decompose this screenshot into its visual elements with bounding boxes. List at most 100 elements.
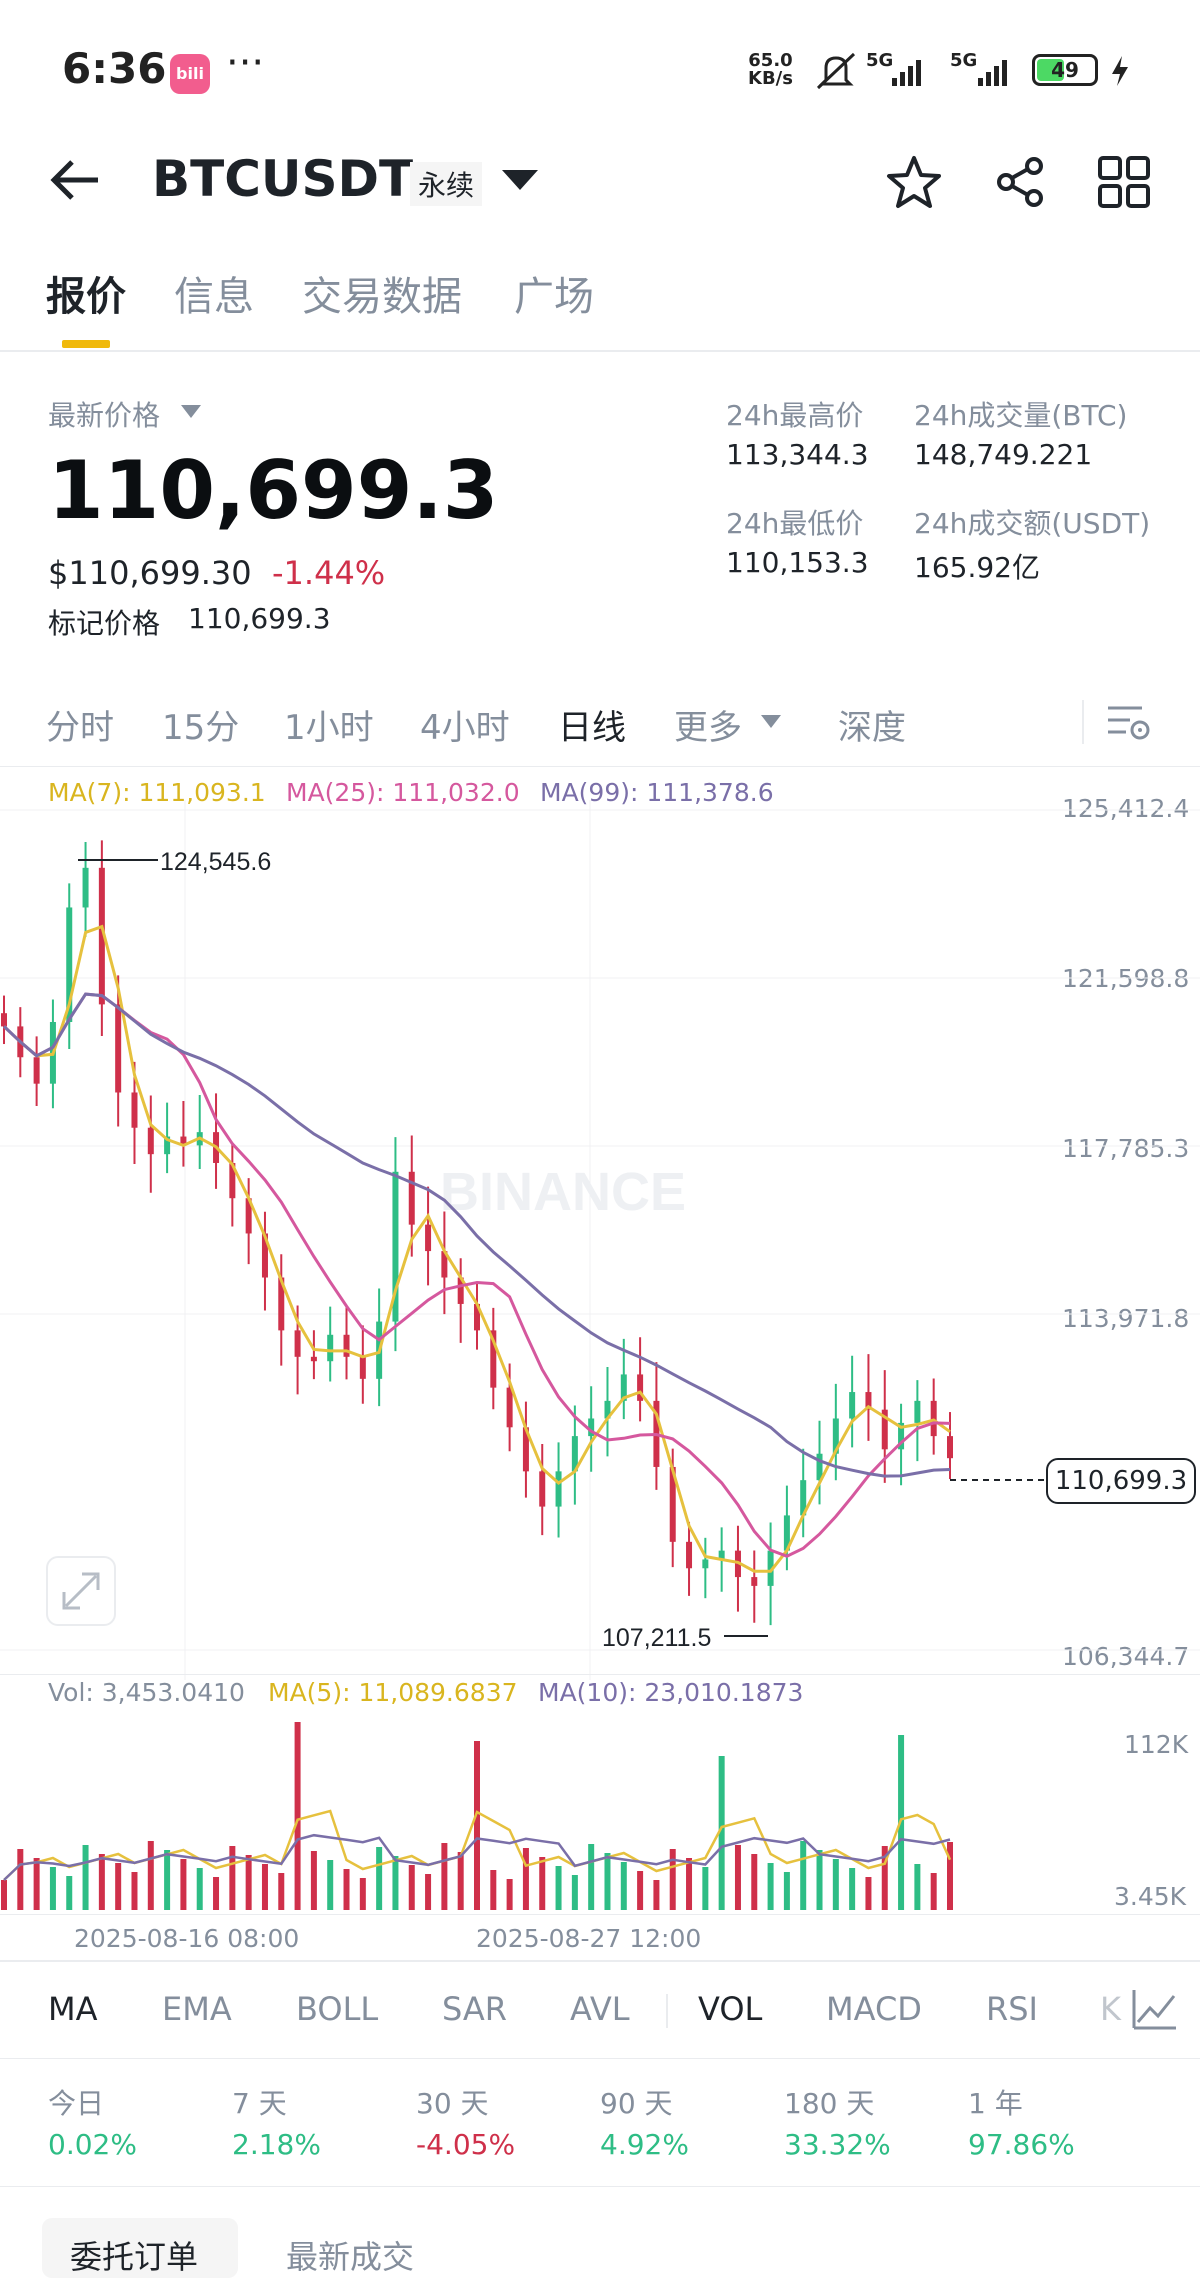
ma7-legend: MA(7): 111,093.1 xyxy=(48,778,266,807)
price-axis-label-1: 125,412.4 xyxy=(1062,794,1190,823)
candle-body xyxy=(783,1515,790,1551)
favorite-star-icon[interactable] xyxy=(886,154,942,210)
candle-body xyxy=(490,1330,497,1388)
tab-open-orders[interactable]: 委托订单 xyxy=(70,2238,199,2276)
battery-percent: 49 xyxy=(1051,58,1079,82)
interval-15m[interactable]: 15分 xyxy=(162,708,240,748)
perf-1y-label: 1 年 xyxy=(968,2087,1023,2120)
volume-bar xyxy=(816,1850,823,1910)
candle-body xyxy=(832,1418,839,1454)
indicator-macd[interactable]: MACD xyxy=(826,1990,922,2028)
volume-bar xyxy=(604,1853,611,1910)
volume-bar xyxy=(392,1856,399,1910)
share-icon[interactable] xyxy=(992,154,1048,210)
perf-90d-value: 4.92% xyxy=(600,2128,689,2161)
more-notifications-icon: ··· xyxy=(226,40,265,86)
candle-body xyxy=(881,1409,888,1450)
candle-body xyxy=(849,1392,856,1419)
network-speed: 65.0 KB/s xyxy=(748,52,793,88)
moving-average-lines xyxy=(2,924,951,1573)
date-label-2: 2025-08-27 12:00 xyxy=(476,1924,702,1953)
indicator-boll[interactable]: BOLL xyxy=(296,1990,379,2028)
volume-bar xyxy=(555,1866,562,1910)
perf-90d-label: 90 天 xyxy=(600,2087,673,2120)
volume-bar xyxy=(196,1868,203,1910)
symbol-dropdown-icon[interactable] xyxy=(500,168,540,192)
volume-bar xyxy=(506,1879,513,1910)
volume-bar xyxy=(327,1860,334,1910)
candle-body xyxy=(751,1577,758,1586)
volume-bar xyxy=(767,1863,774,1910)
candle-body xyxy=(767,1550,774,1586)
volume-bar xyxy=(490,1870,497,1910)
volume-bar xyxy=(147,1841,154,1910)
perf-180d-value: 33.32% xyxy=(784,2128,891,2161)
chart-grid xyxy=(0,800,1200,1680)
back-arrow-icon[interactable] xyxy=(48,150,108,210)
vol-ma10-line xyxy=(3,1833,951,1881)
volume-bar xyxy=(180,1859,187,1910)
price-axis-label-5: 106,344.7 xyxy=(1062,1642,1190,1671)
volume-bar xyxy=(718,1756,725,1910)
indicator-ema[interactable]: EMA xyxy=(162,1990,232,2028)
volume-bars xyxy=(1,1722,953,1910)
indicator-vol[interactable]: VOL xyxy=(698,1990,763,2028)
volume-bar xyxy=(539,1857,546,1910)
fullscreen-expand-button[interactable] xyxy=(46,1556,116,1626)
interval-1d[interactable]: 日线 xyxy=(558,708,626,748)
volume-legend: Vol: 3,453.0410 xyxy=(48,1678,245,1707)
interval-more[interactable]: 更多 xyxy=(674,708,742,748)
candlestick-chart[interactable]: BINANCE 124,545.6 107,211.5 xyxy=(0,800,1200,1680)
volume-bar xyxy=(376,1847,383,1910)
candle-body xyxy=(816,1453,823,1481)
interval-1h[interactable]: 1小时 xyxy=(284,708,374,748)
volume-axis-top: 112K xyxy=(1124,1730,1189,1759)
low-marker-label: 107,211.5 xyxy=(602,1624,711,1652)
indicator-kdj[interactable]: K xyxy=(1100,1990,1121,2028)
grid-menu-icon[interactable] xyxy=(1096,154,1152,210)
indicator-rsi[interactable]: RSI xyxy=(986,1990,1038,2028)
symbol-title[interactable]: BTCUSDT xyxy=(152,150,414,208)
latest-price-label[interactable]: 最新价格 xyxy=(48,399,161,432)
tab-latest-trades[interactable]: 最新成交 xyxy=(286,2238,415,2276)
chart-settings-icon[interactable] xyxy=(1104,700,1152,746)
indicator-settings-icon[interactable] xyxy=(1130,1986,1180,2032)
perf-7d-label: 7 天 xyxy=(232,2087,287,2120)
latest-price-dropdown-icon[interactable] xyxy=(180,404,202,420)
volume-bar xyxy=(734,1845,741,1910)
volume-ma10-legend: MA(10): 23,010.1873 xyxy=(538,1678,804,1707)
indicator-sar[interactable]: SAR xyxy=(442,1990,508,2028)
binance-watermark: BINANCE xyxy=(440,1162,686,1222)
candle-body xyxy=(245,1198,252,1234)
tab-info[interactable]: 信息 xyxy=(174,274,254,320)
indicator-ma[interactable]: MA xyxy=(48,1990,98,2028)
battery-icon: 49 xyxy=(1032,54,1098,86)
tab-quote[interactable]: 报价 xyxy=(46,274,126,320)
candle-body xyxy=(539,1471,546,1507)
candle-body xyxy=(522,1427,529,1472)
interval-timeline[interactable]: 分时 xyxy=(46,708,114,748)
interval-4h[interactable]: 4小时 xyxy=(420,708,510,748)
candle-body xyxy=(327,1334,334,1362)
perf-divider xyxy=(0,2186,1200,2187)
date-label-1: 2025-08-16 08:00 xyxy=(74,1924,300,1953)
network-speed-unit: KB/s xyxy=(748,68,793,89)
volume-bar xyxy=(947,1842,953,1910)
indicator-separator xyxy=(666,1994,668,2028)
volume-btc-label: 24h成交量(BTC) xyxy=(914,399,1128,432)
candle-body xyxy=(800,1480,807,1516)
candle-body xyxy=(1,1013,7,1027)
candle-body xyxy=(914,1400,921,1423)
interval-depth[interactable]: 深度 xyxy=(838,708,906,748)
volume-bar xyxy=(131,1872,138,1910)
network-speed-value: 65.0 xyxy=(748,50,793,71)
candle-body xyxy=(115,1004,122,1093)
status-bar: 6:36 bili ··· 65.0 KB/s 5G 5G 49 xyxy=(0,0,1200,140)
tab-square[interactable]: 广场 xyxy=(514,274,594,320)
interval-more-dropdown-icon[interactable] xyxy=(760,714,782,730)
tab-trading-data[interactable]: 交易数据 xyxy=(302,274,462,320)
indicator-avl[interactable]: AVL xyxy=(570,1990,630,2028)
ma99-legend: MA(99): 111,378.6 xyxy=(540,778,774,807)
volume-bar xyxy=(359,1878,366,1910)
active-tab-indicator xyxy=(62,340,110,348)
